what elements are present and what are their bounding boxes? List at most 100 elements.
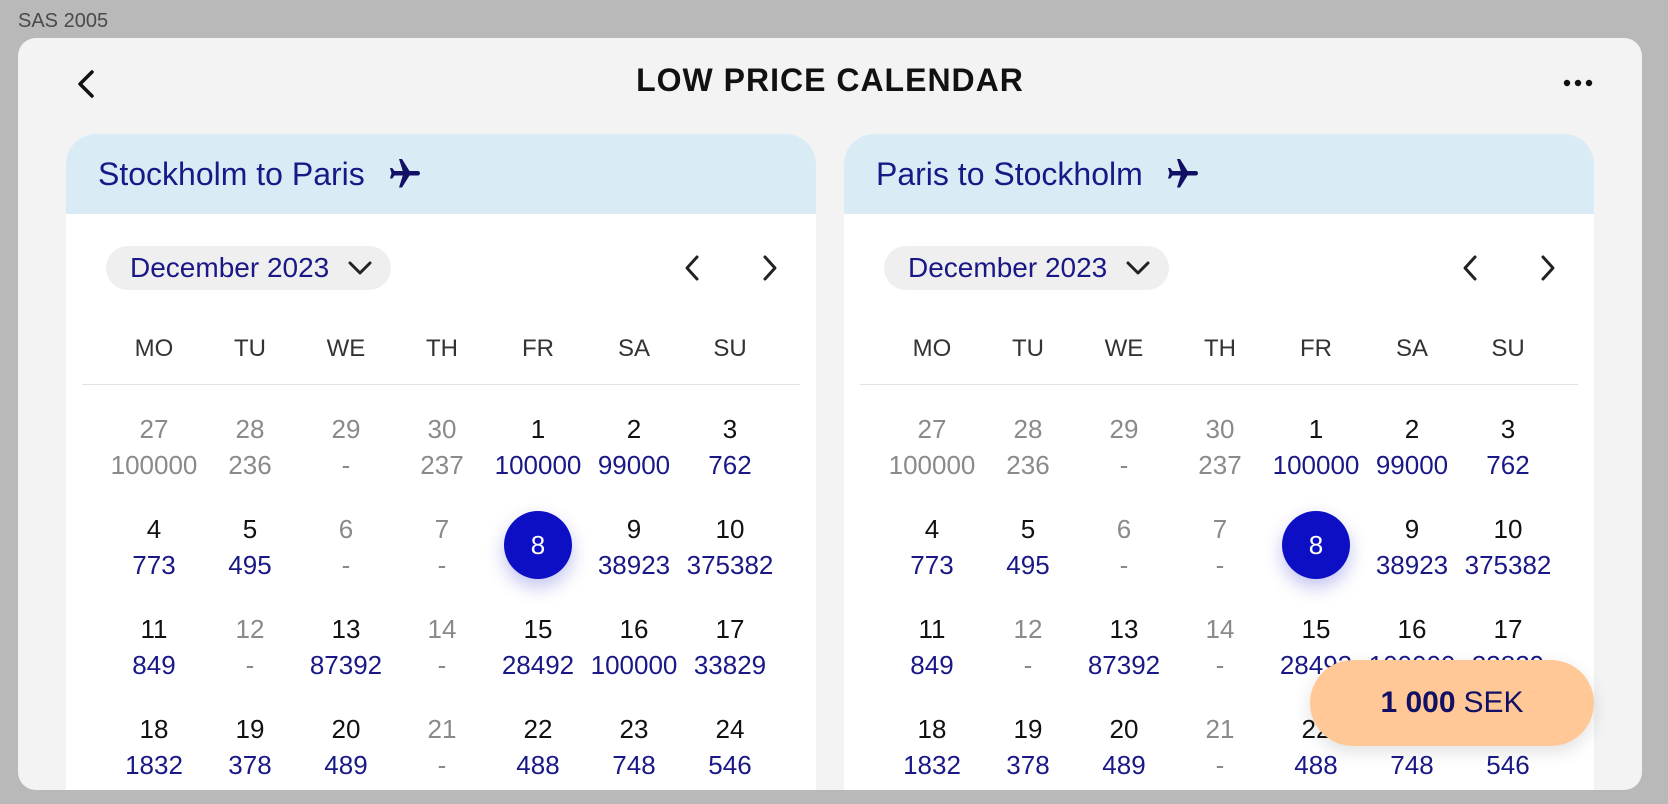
day-number: 1 <box>530 414 546 444</box>
total-price-button[interactable]: 1 000 SEK <box>1310 660 1594 746</box>
calendar-day[interactable]: 4 773 <box>106 511 202 611</box>
calendar-day[interactable]: 20 489 <box>298 711 394 790</box>
calendar-day[interactable]: 30 237 <box>394 411 490 511</box>
calendar-day[interactable]: 27 100000 <box>884 411 980 511</box>
calendar-day[interactable]: 10 375382 <box>1460 511 1556 611</box>
day-price: 748 <box>1390 750 1434 780</box>
calendar-day[interactable]: 2 99000 <box>1364 411 1460 511</box>
calendar-day[interactable]: 3 762 <box>682 411 778 511</box>
calendar-day[interactable]: 12 - <box>980 611 1076 711</box>
day-price: 100000 <box>1272 450 1360 480</box>
day-price: - <box>437 550 447 580</box>
calendar-day[interactable]: 5 495 <box>202 511 298 611</box>
panel-header: Paris to Stockholm <box>844 134 1594 214</box>
calendar-day[interactable]: 11 849 <box>884 611 980 711</box>
calendar-day[interactable]: 1 100000 <box>490 411 586 511</box>
day-number: 16 <box>1397 614 1427 644</box>
calendar-day[interactable]: 2 99000 <box>586 411 682 511</box>
day-price: 100000 <box>110 450 198 480</box>
day-number: 23 <box>619 714 649 744</box>
calendar-day[interactable]: 13 87392 <box>1076 611 1172 711</box>
calendar-day[interactable]: 29 - <box>298 411 394 511</box>
calendar-day[interactable]: 11 849 <box>106 611 202 711</box>
calendar-day[interactable]: 19 378 <box>980 711 1076 790</box>
calendar-day[interactable]: 12 - <box>202 611 298 711</box>
calendar-day[interactable]: 21 - <box>1172 711 1268 790</box>
weekday-label: WE <box>326 335 366 362</box>
calendar-day[interactable]: 28 236 <box>202 411 298 511</box>
day-price: - <box>1023 650 1033 680</box>
previous-month-button[interactable] <box>674 250 710 286</box>
calendar-day[interactable]: 29 - <box>1076 411 1172 511</box>
day-number: 20 <box>1109 714 1139 744</box>
weekday-label: MO <box>134 335 174 362</box>
weekday-label: SA <box>1395 335 1428 362</box>
month-dropdown[interactable]: December 2023 <box>106 246 392 290</box>
calendar-week-row: 27 100000 28 236 29-30 237 1 100000 2 99000 3 762 <box>106 411 816 511</box>
day-number: 19 <box>235 714 265 744</box>
month-dropdown[interactable]: December 2023 <box>884 246 1170 290</box>
next-month-button[interactable] <box>1530 250 1566 286</box>
outbound-calendar-panel: Stockholm to Paris December 2023 MO TU W… <box>66 134 816 790</box>
calendar-day[interactable]: 22 488 <box>490 711 586 790</box>
divider <box>860 384 1578 385</box>
calendar-day[interactable]: 20 489 <box>1076 711 1172 790</box>
day-number: 12 <box>235 614 265 644</box>
chevron-down-icon <box>1125 260 1151 276</box>
chevron-right-icon <box>1541 255 1555 281</box>
calendar-day[interactable]: 30 237 <box>1172 411 1268 511</box>
weekday-label: TH <box>1204 335 1236 362</box>
calendar-day[interactable]: 6- <box>1076 511 1172 611</box>
weekday-label: TU <box>234 335 266 362</box>
day-price: 849 <box>132 650 176 680</box>
month-label: December 2023 <box>130 252 330 283</box>
day-number: 3 <box>722 414 738 444</box>
weekday-label: FR <box>522 335 554 362</box>
calendar-day[interactable]: 27 100000 <box>106 411 202 511</box>
weekday-label: TH <box>426 335 458 362</box>
calendar-day[interactable]: 18 1832 <box>106 711 202 790</box>
chevron-right-icon <box>763 255 777 281</box>
calendar-day[interactable]: 10 375382 <box>682 511 778 611</box>
calendar-day-selected[interactable]: 8 <box>490 511 586 611</box>
calendar-day[interactable]: 7- <box>1172 511 1268 611</box>
calendar-day[interactable]: 9 38923 <box>586 511 682 611</box>
calendar-day[interactable]: 21 - <box>394 711 490 790</box>
day-number: 8 <box>504 511 572 579</box>
calendar-day[interactable]: 6- <box>298 511 394 611</box>
day-price: 762 <box>708 450 752 480</box>
calendar-day[interactable]: 3 762 <box>1460 411 1556 511</box>
calendar-day[interactable]: 9 38923 <box>1364 511 1460 611</box>
calendar-day[interactable]: 7- <box>394 511 490 611</box>
calendar-day[interactable]: 1 100000 <box>1268 411 1364 511</box>
day-price: - <box>1119 450 1129 480</box>
calendar-day[interactable]: 13 87392 <box>298 611 394 711</box>
day-price: 489 <box>324 750 368 780</box>
calendar-day[interactable]: 19 378 <box>202 711 298 790</box>
calendar-day[interactable]: 17 33829 <box>682 611 778 711</box>
calendar-day[interactable]: 4 773 <box>884 511 980 611</box>
day-price: 99000 <box>597 450 671 480</box>
weekday-label: SU <box>713 335 747 362</box>
next-month-button[interactable] <box>752 250 788 286</box>
calendar-day[interactable]: 18 1832 <box>884 711 980 790</box>
back-button[interactable] <box>66 64 106 104</box>
calendar-day[interactable]: 14 - <box>1172 611 1268 711</box>
calendar-toolbar: December 2023 <box>66 214 816 314</box>
previous-month-button[interactable] <box>1452 250 1488 286</box>
calendar-day[interactable]: 5 495 <box>980 511 1076 611</box>
day-number: 15 <box>1301 614 1331 644</box>
calendar-day[interactable]: 14 - <box>394 611 490 711</box>
calendar-day[interactable]: 16 100000 <box>586 611 682 711</box>
calendar-day[interactable]: 28 236 <box>980 411 1076 511</box>
day-price: 87392 <box>1087 650 1161 680</box>
day-number: 9 <box>1404 514 1420 544</box>
day-number: 5 <box>1020 514 1036 544</box>
calendar-day-selected[interactable]: 8 <box>1268 511 1364 611</box>
more-options-button[interactable] <box>1556 68 1600 98</box>
calendar-day[interactable]: 15 28492 <box>490 611 586 711</box>
